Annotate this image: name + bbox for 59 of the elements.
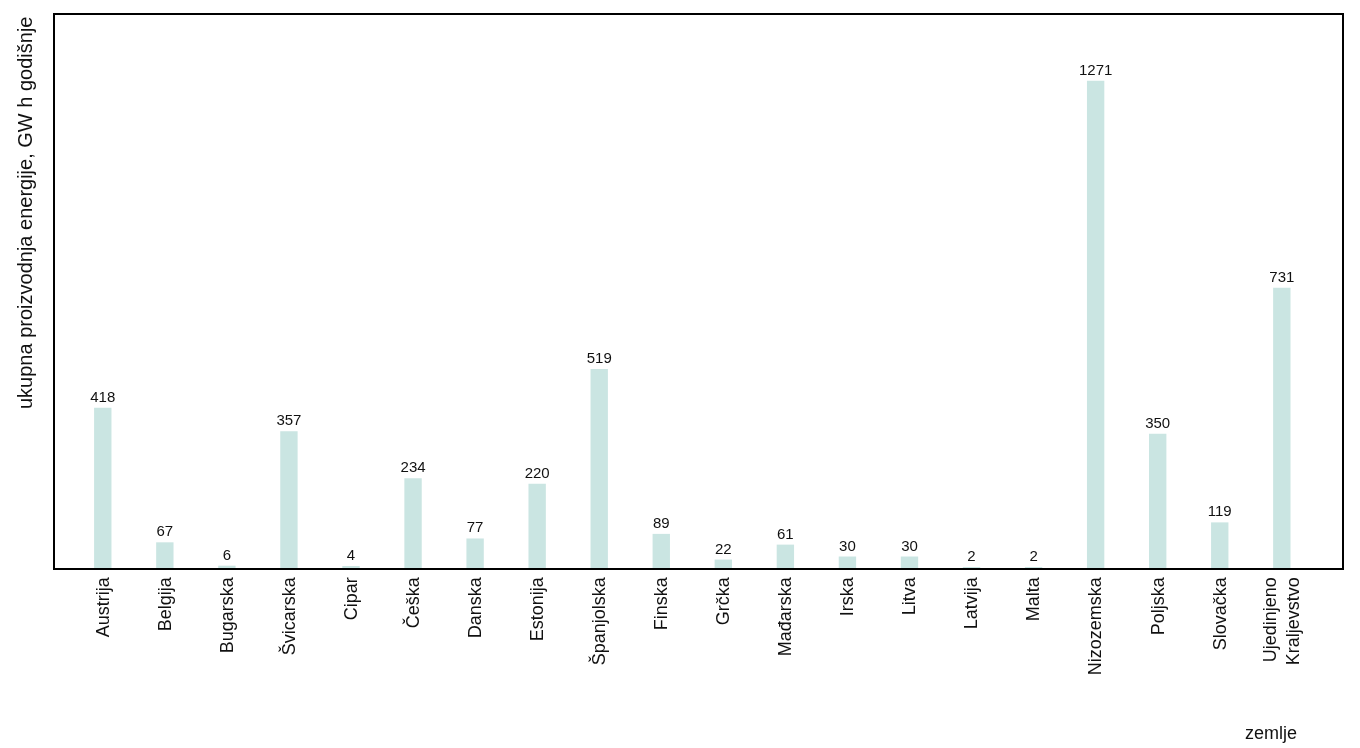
x-tick-label: Latvija bbox=[961, 576, 982, 630]
x-tick-label: Irska bbox=[837, 576, 858, 617]
x-tick-label: Estonija bbox=[527, 576, 548, 642]
bar bbox=[1211, 522, 1229, 568]
x-tick-label: Češka bbox=[401, 576, 423, 629]
x-tick-label: Finska bbox=[651, 576, 672, 631]
bar bbox=[280, 431, 298, 568]
x-tick-label: Belgija bbox=[154, 576, 175, 632]
bar bbox=[156, 542, 174, 568]
data-label: 77 bbox=[466, 518, 484, 536]
x-tick-label: Malta bbox=[1023, 576, 1044, 622]
x-tick-label: Danska bbox=[464, 576, 485, 639]
data-label: 30 bbox=[839, 536, 856, 554]
x-axis-title: zemlje bbox=[1245, 723, 1298, 743]
x-tick-label: Poljska bbox=[1147, 576, 1168, 636]
data-label: 234 bbox=[400, 458, 426, 476]
x-tick-label: Ujedinjeno Kraljevstvo bbox=[1259, 577, 1304, 666]
y-axis-title: ukupna proizvodnja energije, GW h godišnje bbox=[14, 16, 36, 409]
bar bbox=[528, 483, 546, 568]
bar bbox=[1086, 80, 1105, 568]
bar bbox=[900, 556, 919, 568]
data-label: 6 bbox=[222, 545, 232, 563]
data-label: 67 bbox=[156, 522, 174, 540]
data-label: 357 bbox=[276, 411, 302, 429]
data-label: 4 bbox=[346, 546, 356, 563]
data-label: 2 bbox=[967, 547, 976, 564]
bar bbox=[1273, 287, 1291, 568]
x-tick-label: Španjolska bbox=[588, 576, 610, 666]
data-label: 418 bbox=[90, 387, 116, 405]
x-tick-label: Austrija bbox=[92, 576, 113, 638]
bar bbox=[1149, 433, 1167, 568]
bar bbox=[652, 533, 670, 568]
data-label: 350 bbox=[1145, 413, 1171, 431]
bar bbox=[590, 369, 608, 568]
x-tick-label: Mađarska bbox=[775, 576, 796, 657]
data-label: 519 bbox=[586, 349, 612, 367]
data-label: 1271 bbox=[1078, 60, 1113, 78]
bar bbox=[714, 559, 733, 568]
x-tick-label: Litva bbox=[899, 576, 920, 616]
data-label: 220 bbox=[524, 463, 550, 481]
data-label: 22 bbox=[714, 539, 732, 557]
bar bbox=[838, 556, 857, 568]
data-label: 30 bbox=[901, 536, 918, 554]
x-tick-label: Cipar bbox=[340, 577, 361, 621]
bar bbox=[776, 544, 795, 568]
x-tick-label: Nizozemska bbox=[1085, 576, 1106, 676]
x-tick-label: Švicarska bbox=[277, 576, 299, 656]
data-label: 61 bbox=[777, 524, 794, 542]
data-label: 2 bbox=[1029, 547, 1038, 564]
bar bbox=[218, 565, 236, 568]
bar bbox=[94, 407, 112, 568]
bar bbox=[404, 478, 422, 568]
data-label: 89 bbox=[652, 513, 670, 531]
bar bbox=[466, 538, 484, 568]
data-label: 119 bbox=[1207, 502, 1232, 520]
x-tick-label: Grčka bbox=[713, 576, 734, 626]
data-label: 731 bbox=[1269, 267, 1295, 285]
x-tick-label: Slovačka bbox=[1209, 576, 1230, 651]
x-tick-label: Bugarska bbox=[216, 576, 237, 654]
